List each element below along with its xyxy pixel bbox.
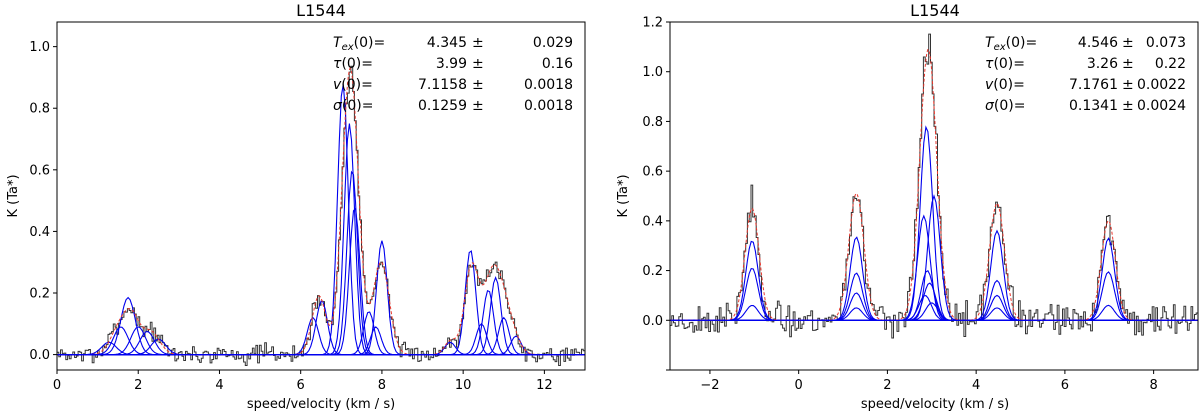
param-pm: ± — [1122, 77, 1134, 93]
x-tick-label: 0 — [795, 378, 803, 393]
y-tick-label: 1.0 — [642, 65, 663, 80]
x-tick-label: 8 — [378, 378, 386, 393]
param-pm: ± — [1122, 35, 1134, 51]
param-pm: ± — [472, 77, 484, 93]
right-spectrum-panel: L1544 −2 0 2 4 6 8 0.0 0.2 0.4 0.6 0.8 1.0 1.2 spee… — [616, 1, 1199, 412]
y-tick-label: 1.0 — [29, 40, 50, 55]
chart-title: L1544 — [296, 1, 346, 20]
param-error-sigma: 0.0024 — [1137, 98, 1186, 114]
param-error-v: 0.0018 — [524, 77, 573, 93]
x-tick-label: 0 — [53, 378, 61, 393]
param-row-v: v(0)= 7.1158 ± 0.0018 — [333, 77, 573, 93]
y-axis-ticks: 0.0 0.2 0.4 0.6 0.8 1.0 1.2 — [642, 16, 670, 371]
param-error-v: 0.0022 — [1137, 77, 1186, 93]
y-tick-label: 0.6 — [642, 165, 663, 180]
svg-text:τ(0)=: τ(0)= — [333, 56, 373, 72]
param-row-sigma: σ(0)= 0.1259 ± 0.0018 — [333, 98, 573, 114]
observed-spectrum-line — [670, 33, 1198, 339]
svg-text:v(0)=: v(0)= — [985, 77, 1025, 93]
component-curve — [57, 170, 585, 356]
svg-text:Tex(0)=: Tex(0)= — [985, 35, 1037, 53]
param-row-v: v(0)= 7.1761 ± 0.0022 — [985, 77, 1186, 93]
param-row-tau: τ(0)= 3.99 ± 0.16 — [333, 56, 573, 72]
y-tick-label: 0.6 — [29, 163, 50, 178]
y-axis-label: K (Ta*) — [616, 174, 631, 217]
x-tick-label: 10 — [455, 378, 472, 393]
model-fit-curve — [57, 67, 585, 356]
y-axis-label: K (Ta*) — [6, 174, 21, 217]
y-tick-label: 0.2 — [29, 287, 50, 302]
svg-text:v(0)=: v(0)= — [333, 77, 373, 93]
plot-area — [670, 33, 1198, 339]
svg-text:σ(0)=: σ(0)= — [985, 98, 1025, 114]
param-value-tex: 4.345 — [427, 35, 467, 51]
param-pm: ± — [472, 98, 484, 114]
y-tick-label: 0.2 — [642, 264, 663, 279]
param-value-tau: 3.99 — [436, 56, 467, 72]
y-axis-ticks: 0.0 0.2 0.4 0.6 0.8 1.0 — [29, 40, 57, 363]
param-error-sigma: 0.0018 — [524, 98, 573, 114]
param-error-tex: 0.073 — [1146, 35, 1186, 51]
x-axis-label: speed/velocity (km / s) — [861, 397, 1009, 412]
param-value-tau: 3.26 — [1087, 56, 1118, 72]
param-value-v: 7.1158 — [418, 77, 467, 93]
x-tick-label: −2 — [700, 378, 719, 393]
fit-parameters-box: Tex(0)= 4.546 ± 0.073 τ(0)= 3.26 ± 0.22 … — [985, 35, 1186, 114]
param-pm: ± — [1122, 56, 1134, 72]
svg-text:Tex(0)=: Tex(0)= — [333, 35, 385, 53]
param-row-tex: Tex(0)= 4.546 ± 0.073 — [985, 35, 1186, 53]
x-axis-ticks: 0 2 4 6 8 10 12 — [53, 370, 553, 393]
param-value-sigma: 0.1259 — [418, 98, 467, 114]
param-value-tex: 4.546 — [1078, 35, 1118, 51]
x-tick-label: 6 — [1061, 378, 1069, 393]
param-pm: ± — [472, 35, 484, 51]
param-row-tex: Tex(0)= 4.345 ± 0.029 — [333, 35, 573, 53]
param-error-tau: 0.16 — [542, 56, 573, 72]
component-curve — [57, 207, 585, 356]
x-tick-label: 2 — [883, 378, 891, 393]
param-error-tex: 0.029 — [533, 35, 573, 51]
param-value-v: 7.1761 — [1069, 77, 1118, 93]
plot-area — [57, 65, 585, 366]
param-pm: ± — [1122, 98, 1134, 114]
y-tick-label: 0.0 — [642, 314, 663, 329]
y-tick-label: 0.0 — [29, 348, 50, 363]
x-tick-label: 4 — [215, 378, 223, 393]
param-error-tau: 0.22 — [1155, 56, 1186, 72]
x-tick-label: 2 — [134, 378, 142, 393]
x-tick-label: 6 — [297, 378, 305, 393]
x-axis-label: speed/velocity (km / s) — [247, 397, 395, 412]
param-pm: ± — [472, 56, 484, 72]
fit-parameters-box: Tex(0)= 4.345 ± 0.029 τ(0)= 3.99 ± 0.16 … — [333, 35, 573, 114]
x-tick-label: 4 — [972, 378, 980, 393]
y-tick-label: 0.4 — [642, 214, 663, 229]
model-fit-curve — [670, 49, 1198, 321]
axes-frame — [669, 21, 1199, 371]
x-axis-ticks: −2 0 2 4 6 8 — [700, 370, 1158, 393]
y-tick-label: 1.2 — [642, 16, 663, 31]
param-value-sigma: 0.1341 — [1069, 98, 1118, 114]
param-row-tau: τ(0)= 3.26 ± 0.22 — [985, 56, 1186, 72]
x-tick-label: 8 — [1149, 378, 1157, 393]
x-tick-label: 12 — [536, 378, 553, 393]
svg-text:σ(0)=: σ(0)= — [333, 98, 373, 114]
svg-text:τ(0)=: τ(0)= — [985, 56, 1025, 72]
left-spectrum-panel: L1544 0 2 4 6 8 10 12 0.0 0.2 0.4 0.6 0.8 1.0 speed… — [6, 1, 586, 412]
y-tick-label: 0.8 — [29, 102, 50, 117]
y-tick-label: 0.8 — [642, 115, 663, 130]
chart-title: L1544 — [910, 1, 960, 20]
param-row-sigma: σ(0)= 0.1341 ± 0.0024 — [985, 98, 1186, 114]
y-tick-label: 0.4 — [29, 225, 50, 240]
axes-frame — [56, 21, 586, 371]
